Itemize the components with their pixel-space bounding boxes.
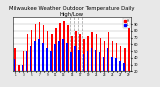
Bar <box>14 59 15 85</box>
Bar <box>71 36 73 85</box>
Bar <box>92 32 93 85</box>
Bar <box>83 39 85 85</box>
Legend: H, L: H, L <box>124 18 130 28</box>
Bar <box>31 29 32 85</box>
Bar <box>62 39 64 85</box>
Bar <box>79 34 81 85</box>
Bar <box>26 51 27 85</box>
Bar <box>66 43 68 85</box>
Bar <box>128 27 130 85</box>
Bar <box>14 48 16 85</box>
Bar <box>123 63 125 85</box>
Bar <box>74 46 76 85</box>
Bar <box>108 32 109 85</box>
Bar <box>18 77 19 85</box>
Bar <box>70 52 72 85</box>
Bar <box>30 46 32 85</box>
Bar <box>54 44 56 85</box>
Bar <box>63 21 65 85</box>
Bar <box>127 71 129 85</box>
Bar <box>95 50 96 85</box>
Bar <box>18 65 20 85</box>
Bar <box>67 25 69 85</box>
Bar <box>51 34 52 85</box>
Bar <box>120 46 121 85</box>
Bar <box>91 48 92 85</box>
Bar <box>115 58 117 85</box>
Bar <box>42 43 44 85</box>
Bar <box>99 52 100 85</box>
Bar <box>43 25 44 85</box>
Bar <box>58 41 60 85</box>
Title: Milwaukee Weather Outdoor Temperature Daily High/Low: Milwaukee Weather Outdoor Temperature Da… <box>9 6 135 17</box>
Bar <box>119 61 121 85</box>
Bar <box>38 39 40 85</box>
Bar <box>107 48 108 85</box>
Bar <box>79 50 80 85</box>
Bar <box>104 41 105 85</box>
Bar <box>34 41 36 85</box>
Bar <box>55 27 57 85</box>
Bar <box>23 51 24 85</box>
Bar <box>75 31 77 85</box>
Bar <box>22 65 23 85</box>
Bar <box>59 23 61 85</box>
Bar <box>87 51 88 85</box>
Bar <box>103 57 104 85</box>
Bar <box>111 57 112 85</box>
Bar <box>35 24 36 85</box>
Bar <box>116 43 117 85</box>
Bar <box>39 22 40 85</box>
Bar <box>83 54 84 85</box>
Bar <box>124 48 126 85</box>
Bar <box>87 36 89 85</box>
Bar <box>100 38 101 85</box>
Bar <box>112 41 113 85</box>
Bar <box>96 34 97 85</box>
Bar <box>27 34 28 85</box>
Bar <box>50 51 52 85</box>
Bar <box>46 48 48 85</box>
Bar <box>47 31 48 85</box>
